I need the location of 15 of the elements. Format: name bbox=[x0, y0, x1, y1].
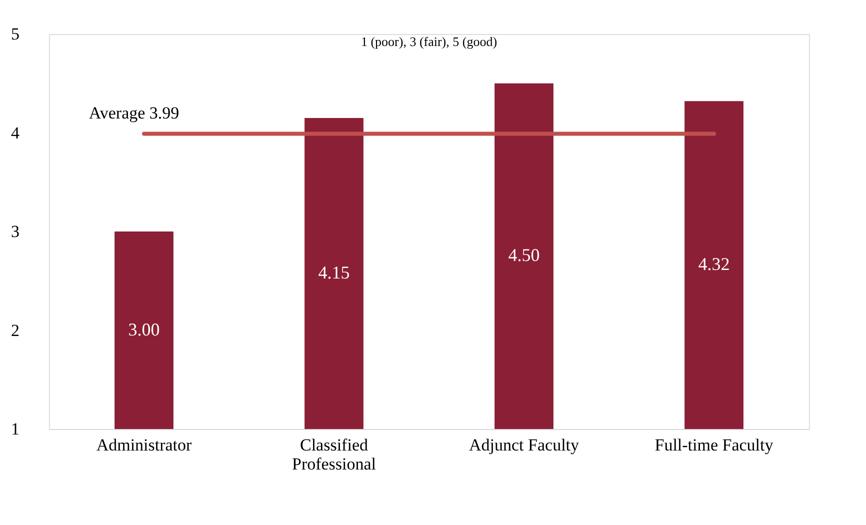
x-tick-label: Adjunct Faculty bbox=[468, 436, 580, 454]
y-tick-label: 5 bbox=[11, 24, 20, 44]
y-tick-label: 4 bbox=[11, 123, 20, 142]
data-label: 4.50 bbox=[508, 245, 540, 266]
y-tick-label: 2 bbox=[11, 320, 20, 340]
data-label: 4.15 bbox=[318, 262, 350, 282]
x-tick-label: Full-time Faculty bbox=[654, 436, 774, 454]
annotation: 1 (poor), 3 (fair), 5 (good) bbox=[360, 34, 498, 49]
data-label: 4.32 bbox=[698, 254, 730, 274]
x-tick-label: Classified Professional bbox=[292, 436, 376, 474]
x-tick-label: Administrator bbox=[96, 436, 192, 454]
ref-line-label: Average 3.99 bbox=[88, 104, 180, 123]
data-label: 3.00 bbox=[128, 319, 160, 340]
y-tick-label: 1 bbox=[11, 420, 20, 438]
y-tick-label: 3 bbox=[11, 222, 20, 241]
